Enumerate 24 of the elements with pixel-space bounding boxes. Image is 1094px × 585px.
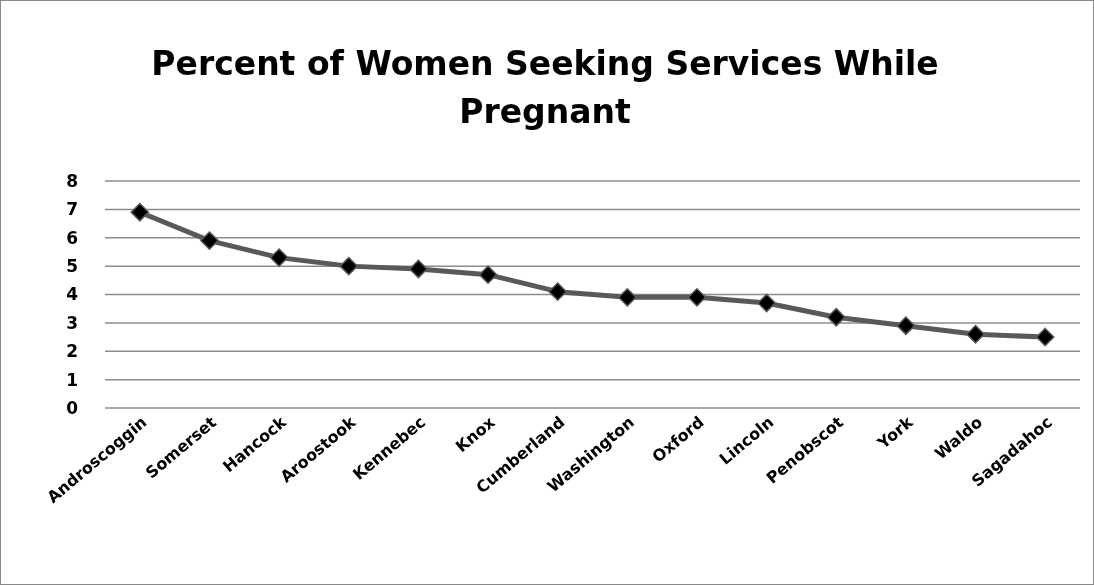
y-tick-label: 6 <box>66 227 78 248</box>
point <box>896 316 916 336</box>
y-tick-label: 1 <box>66 369 78 390</box>
point <box>200 231 219 250</box>
chart-title: Percent of Women Seeking Services While Pregnant <box>151 44 939 131</box>
y-tick-label: 3 <box>66 312 78 333</box>
y-tick-label: 4 <box>66 284 79 305</box>
point <box>269 248 289 267</box>
point <box>130 202 150 222</box>
y-tick-label: 5 <box>66 256 78 277</box>
point <box>687 287 707 307</box>
point <box>1035 327 1055 347</box>
y-tick-label: 2 <box>66 341 78 362</box>
point <box>757 293 776 313</box>
point <box>409 259 428 279</box>
point <box>966 324 985 344</box>
point <box>617 287 637 307</box>
point <box>478 265 498 285</box>
y-tick-label: 7 <box>66 199 78 220</box>
point <box>339 256 359 276</box>
y-tick-label: 8 <box>66 170 78 191</box>
y-tick-label: 0 <box>66 397 79 418</box>
point <box>826 307 846 327</box>
point <box>548 282 568 302</box>
